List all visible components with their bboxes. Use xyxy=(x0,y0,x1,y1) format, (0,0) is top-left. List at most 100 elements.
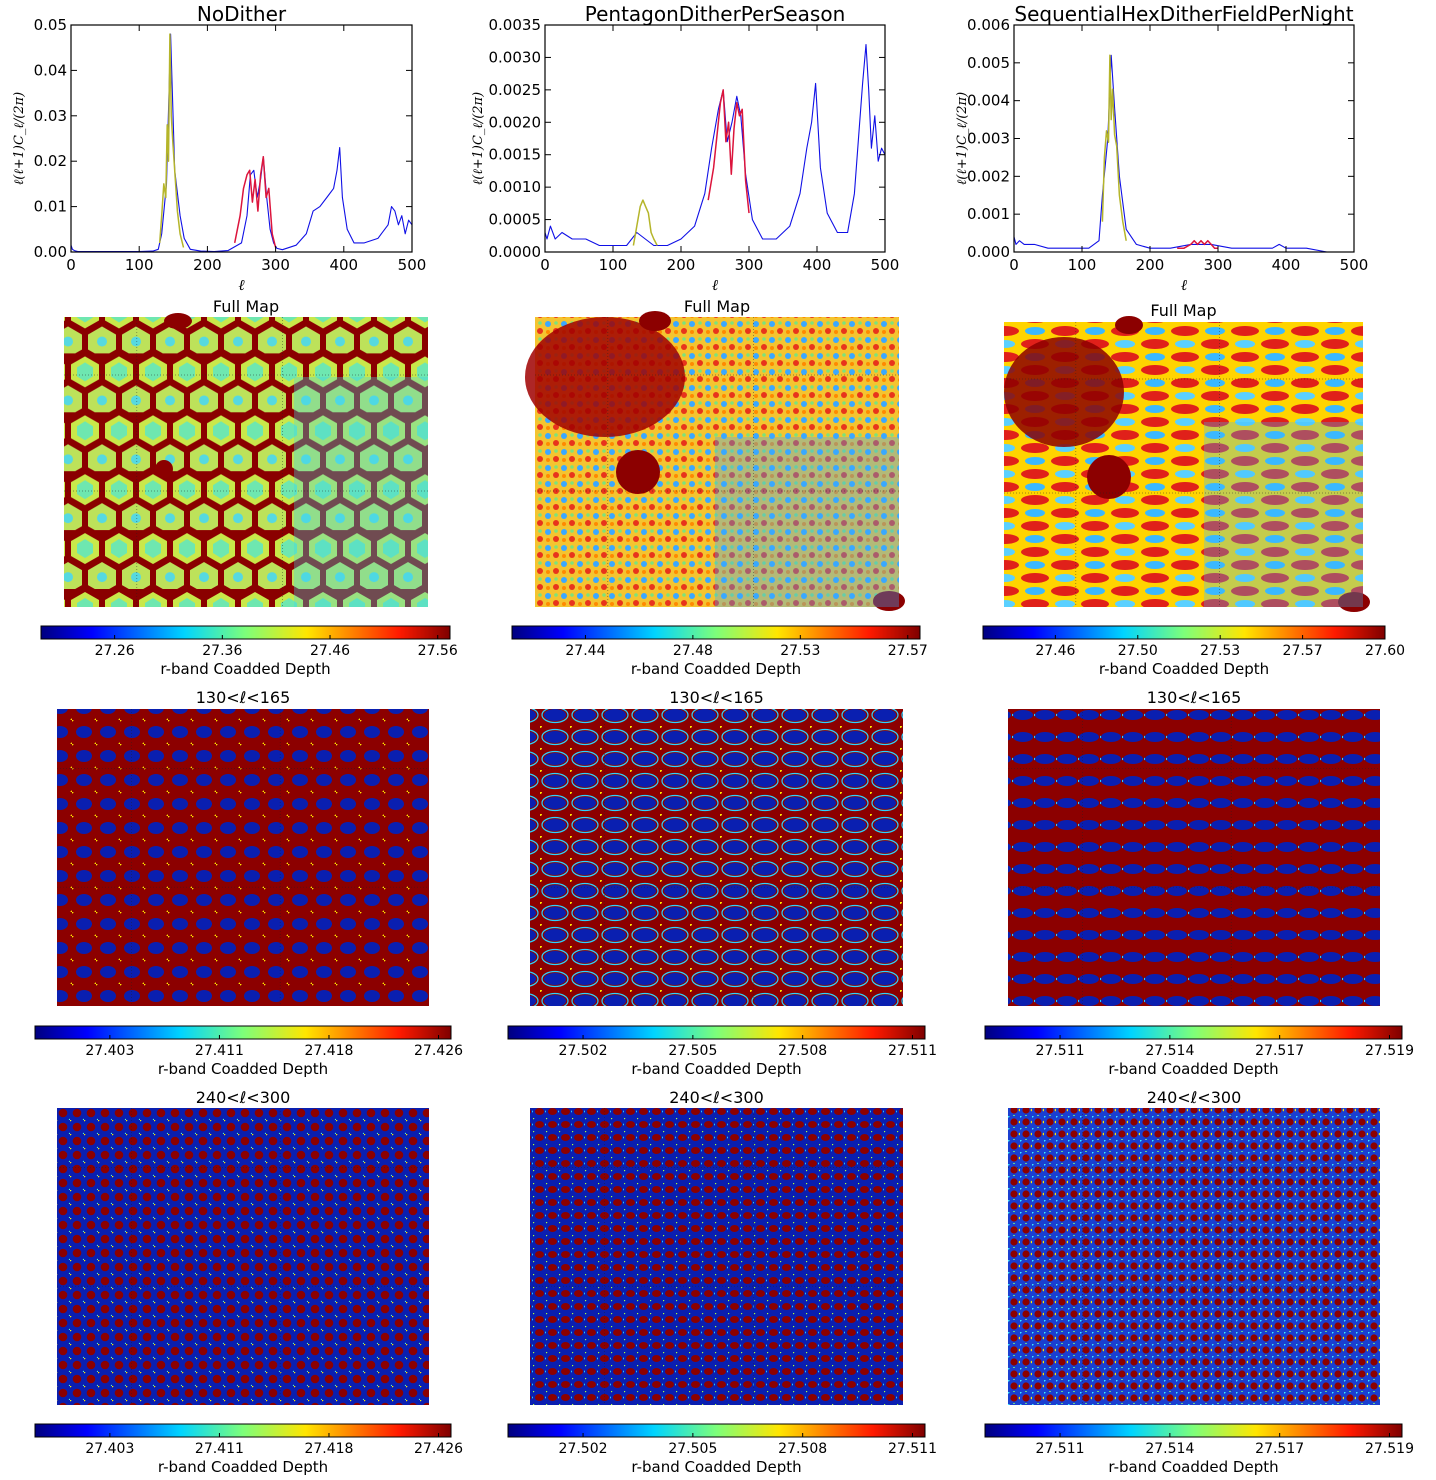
colorbar-tick-label: 27.514 xyxy=(1145,1043,1194,1059)
y-tick-label: 0.0015 xyxy=(489,146,542,164)
chart-title: PentagonDitherPerSeason xyxy=(585,2,846,26)
dense-region xyxy=(1004,337,1124,447)
colorbar-tick-label: 27.57 xyxy=(1283,643,1323,659)
series-line xyxy=(1177,239,1218,249)
colorbar-tick-label: 27.426 xyxy=(414,1441,463,1457)
shallow-region xyxy=(294,377,428,607)
colorbar-tick-label: 27.60 xyxy=(1365,643,1405,659)
map-title: 240<ℓ<300 xyxy=(669,1088,764,1107)
colorbar-tick-label: 27.418 xyxy=(304,1441,353,1457)
map-title: 130<ℓ<165 xyxy=(196,688,291,707)
colorbar-tick-label: 27.44 xyxy=(565,643,605,659)
colorbar-tick-label: 27.511 xyxy=(888,1441,937,1457)
colorbar-tick-label: 27.411 xyxy=(195,1441,244,1457)
series-line xyxy=(1013,54,1354,253)
colorbar-label: r-band Coadded Depth xyxy=(1108,1060,1278,1078)
plot-frame xyxy=(1013,24,1355,253)
dense-spot xyxy=(616,450,660,494)
y-tick-label: 0.0025 xyxy=(489,81,542,99)
x-tick-label: 200 xyxy=(193,256,222,274)
x-axis-label: ℓ xyxy=(238,276,244,294)
x-tick-label: 400 xyxy=(803,256,832,274)
colorbar-tick-label: 27.403 xyxy=(85,1043,134,1059)
dense-region xyxy=(525,317,685,437)
y-tick-label: 0.04 xyxy=(34,61,67,79)
y-tick-label: 0.002 xyxy=(967,167,1010,185)
colorbar-label: r-band Coadded Depth xyxy=(1108,1458,1278,1476)
map-title: Full Map xyxy=(213,297,279,316)
x-tick-label: 300 xyxy=(1204,256,1233,274)
colorbar-tick-label: 27.511 xyxy=(1036,1043,1085,1059)
y-tick-label: 0.004 xyxy=(967,92,1010,110)
colorbar xyxy=(511,625,921,640)
dense-spot xyxy=(873,591,905,611)
y-tick-label: 0.0005 xyxy=(489,211,542,229)
x-tick-label: 200 xyxy=(667,256,696,274)
colorbar-tick-label: 27.418 xyxy=(304,1043,353,1059)
depth-map xyxy=(1008,709,1380,1006)
colorbar xyxy=(507,1423,926,1438)
x-tick-label: 300 xyxy=(261,256,290,274)
map-panel-8: 240<ℓ<300 27.502 27.505 27.508 27.511 r-band … xyxy=(507,1088,937,1476)
colorbar xyxy=(984,1423,1403,1438)
y-axis-label: ℓ(ℓ+1)C_ℓ/(2π) xyxy=(12,92,27,185)
map-title: 240<ℓ<300 xyxy=(196,1088,291,1107)
chart-3: 0 100 200 300 400 500 0.000 0.001 0.002 0.003 0.00… xyxy=(955,2,1368,294)
series-line xyxy=(544,43,886,247)
dense-spot xyxy=(155,460,173,478)
series-line xyxy=(70,33,413,253)
series-line xyxy=(632,199,658,246)
colorbar-label: r-band Coadded Depth xyxy=(1099,660,1269,678)
series-line xyxy=(707,89,750,214)
y-tick-label: 0.00 xyxy=(34,243,67,261)
colorbar-tick-label: 27.411 xyxy=(195,1043,244,1059)
x-tick-label: 0 xyxy=(1009,256,1019,274)
shallow-region xyxy=(1204,422,1363,607)
x-tick-label: 500 xyxy=(398,256,427,274)
x-tick-label: 500 xyxy=(1340,256,1369,274)
colorbar-tick-label: 27.508 xyxy=(778,1441,827,1457)
dense-spot xyxy=(639,311,671,331)
y-tick-label: 0.03 xyxy=(34,107,67,125)
colorbar-tick-label: 27.53 xyxy=(1200,643,1240,659)
colorbar-tick-label: 27.508 xyxy=(778,1043,827,1059)
colorbar-label: r-band Coadded Depth xyxy=(631,660,801,678)
colorbar-tick-label: 27.46 xyxy=(1035,643,1075,659)
colorbar-tick-label: 27.519 xyxy=(1365,1441,1414,1457)
x-tick-label: 400 xyxy=(329,256,358,274)
map-title: Full Map xyxy=(1150,301,1216,320)
y-tick-label: 0.0035 xyxy=(489,16,542,34)
colorbar-tick-label: 27.56 xyxy=(418,643,458,659)
y-axis-label: ℓ(ℓ+1)C_ℓ/(2π) xyxy=(955,92,970,185)
y-tick-label: 0.001 xyxy=(967,205,1010,223)
colorbar xyxy=(984,1025,1403,1040)
y-tick-label: 0.0020 xyxy=(489,113,542,131)
colorbar-tick-label: 27.505 xyxy=(668,1441,717,1457)
x-tick-label: 500 xyxy=(871,256,900,274)
colorbar-tick-label: 27.57 xyxy=(888,643,928,659)
map-title: 240<ℓ<300 xyxy=(1147,1088,1242,1107)
y-tick-label: 0.0010 xyxy=(489,178,542,196)
colorbar-tick-label: 27.514 xyxy=(1145,1441,1194,1457)
dense-spot xyxy=(164,313,192,329)
x-tick-label: 0 xyxy=(540,256,550,274)
map-panel-3: Full Map 27.46 27.50 27.53 27.57 27.60 r-band … xyxy=(982,301,1405,678)
map-panel-7: 240<ℓ<300 27.403 27.411 27.418 27.426 r-band … xyxy=(34,1088,463,1476)
y-tick-label: 0.01 xyxy=(34,198,67,216)
chart-1: 0 100 200 300 400 500 0.00 0.01 0.02 0.03 0.04 0.05… xyxy=(12,2,426,294)
x-axis-label: ℓ xyxy=(1181,276,1187,294)
x-tick-label: 200 xyxy=(1136,256,1165,274)
colorbar-label: r-band Coadded Depth xyxy=(631,1060,801,1078)
colorbar-tick-label: 27.403 xyxy=(85,1441,134,1457)
colorbar-tick-label: 27.517 xyxy=(1255,1043,1304,1059)
x-tick-label: 100 xyxy=(1068,256,1097,274)
colorbar-tick-label: 27.26 xyxy=(95,643,135,659)
colorbar-tick-label: 27.502 xyxy=(559,1441,608,1457)
x-tick-label: 300 xyxy=(735,256,764,274)
chart-title: NoDither xyxy=(197,2,287,26)
colorbar-tick-label: 27.511 xyxy=(888,1043,937,1059)
colorbar-tick-label: 27.50 xyxy=(1118,643,1158,659)
colorbar-label: r-band Coadded Depth xyxy=(158,1458,328,1476)
colorbar-tick-label: 27.511 xyxy=(1036,1441,1085,1457)
